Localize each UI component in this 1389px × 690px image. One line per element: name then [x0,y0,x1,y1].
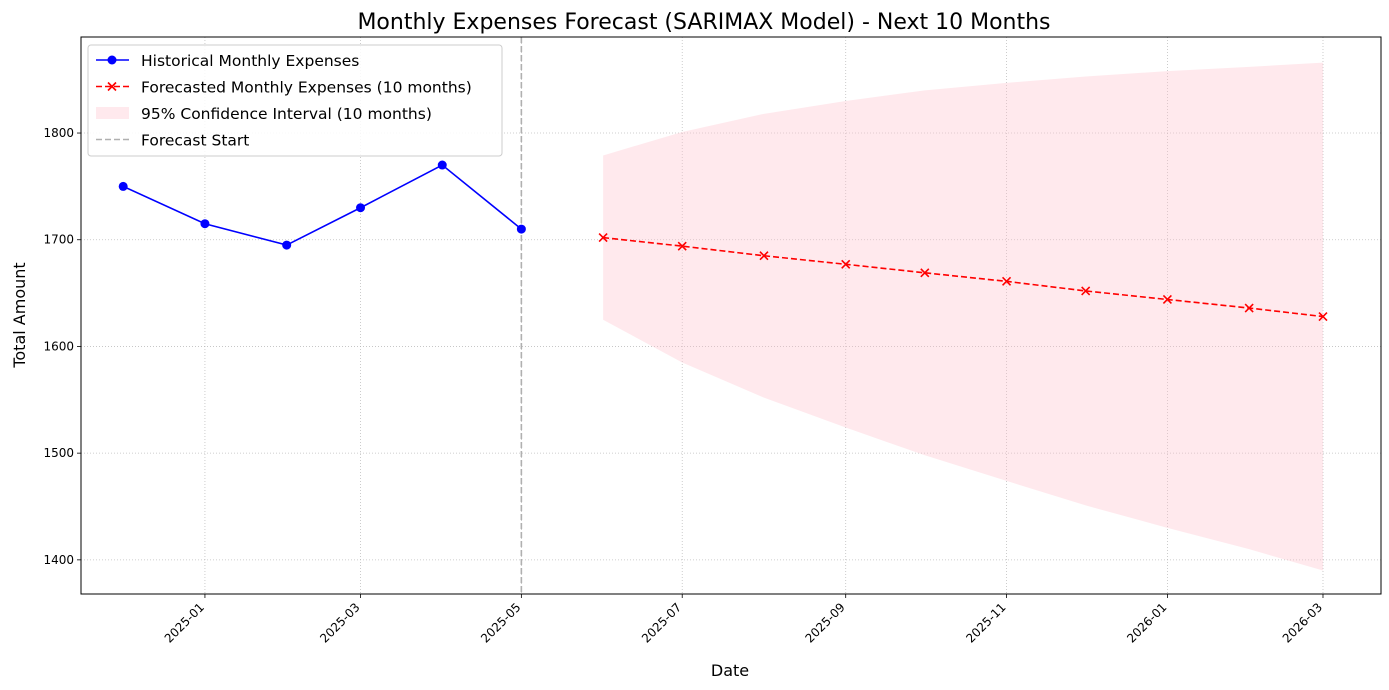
legend-label: Historical Monthly Expenses [141,52,359,70]
x-axis-title: Date [711,661,749,680]
x-tick-label: 2025-03 [317,600,362,645]
data-point [1001,276,1012,286]
series-line-0 [122,164,522,246]
data-point [1081,286,1091,296]
x-tick-label: 2026-03 [1280,600,1325,645]
y-axis-title: Total Amount [10,262,29,368]
data-point [1162,294,1172,305]
legend-box [87,44,503,157]
legend-marker [107,81,117,92]
legend: Historical Monthly Expenses Forecasted Mo… [87,44,503,157]
series-line-1 [603,236,1324,318]
legend-swatch [96,107,129,119]
x-tick-label: 2026-01 [1124,600,1169,645]
data-point [516,224,526,234]
x-tick-label: 2025-11 [963,600,1008,645]
y-tick-label: 1600 [43,339,74,353]
data-point [1244,303,1254,313]
x-tick-label: 2025-01 [162,600,207,645]
y-tick-label: 1700 [43,233,74,247]
confidence-band [603,62,1323,571]
legend-label: 95% Confidence Interval (10 months) [141,105,432,123]
x-tick-label: 2025-07 [639,600,684,645]
data-point [356,203,366,213]
plot-frame [80,36,1382,595]
data-point [200,219,210,229]
legend-marker [107,55,117,65]
data-point [920,268,930,278]
y-tick-label: 1400 [43,553,74,567]
legend-label: Forecast Start [141,132,249,150]
data-point [598,233,608,243]
legend-label: Forecasted Monthly Expenses (10 months) [141,79,472,97]
chart-title: Monthly Expenses Forecast (SARIMAX Model… [357,10,1050,35]
x-tick-label: 2025-05 [478,600,523,645]
data-point [437,160,447,170]
data-point [677,241,687,251]
data-point [118,181,128,191]
data-point [841,259,851,269]
data-point [759,251,769,261]
data-point [1318,312,1328,322]
x-tick-label: 2025-09 [802,600,847,645]
y-tick-label: 1500 [43,446,74,460]
y-tick-label: 1800 [43,126,74,140]
data-point [282,240,292,250]
